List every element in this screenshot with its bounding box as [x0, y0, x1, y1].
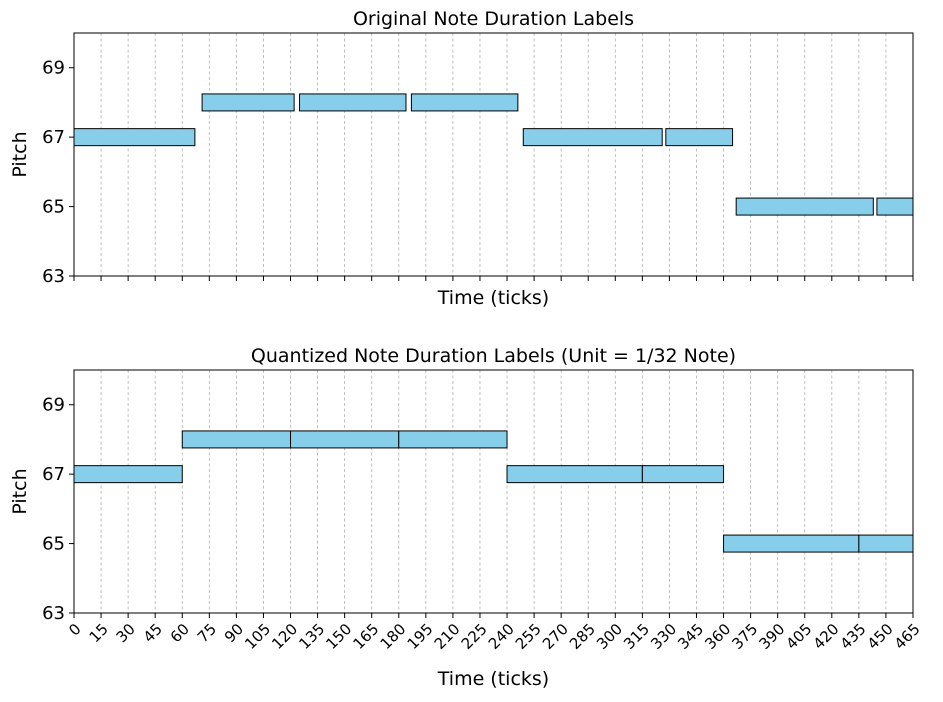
- note-bar: [398, 430, 508, 449]
- x-tick-label: 75: [194, 620, 220, 646]
- x-tick-label: 210: [431, 620, 464, 653]
- y-tick-label: 69: [42, 395, 65, 416]
- note-bar: [290, 430, 400, 449]
- note-bar: [876, 197, 914, 216]
- note-bar: [73, 128, 196, 147]
- note-bar: [201, 93, 295, 112]
- y-tick-label: 65: [42, 197, 65, 218]
- x-tick-label: 465: [891, 620, 924, 653]
- chart-title: Quantized Note Duration Labels (Unit = 1…: [251, 345, 736, 367]
- note-bar: [181, 430, 292, 449]
- x-tick-label: 315: [620, 620, 653, 653]
- x-tick-label: 15: [86, 620, 112, 646]
- y-tick-label: 63: [42, 603, 65, 624]
- note-bar: [735, 197, 874, 216]
- x-tick-label: 405: [783, 620, 816, 653]
- x-axis-label: Time (ticks): [437, 287, 549, 309]
- x-tick-label: 105: [241, 620, 274, 653]
- x-tick-label: 225: [458, 620, 491, 653]
- note-bar: [522, 128, 663, 147]
- note-bar: [506, 465, 643, 484]
- y-tick-label: 69: [42, 58, 65, 79]
- y-tick-label: 67: [42, 127, 65, 148]
- x-tick-label: 150: [322, 620, 355, 653]
- x-tick-label: 135: [295, 620, 328, 653]
- x-tick-label: 435: [837, 620, 870, 653]
- x-tick-label: 240: [485, 620, 518, 653]
- note-bar: [299, 93, 407, 112]
- y-tick-label: 65: [42, 534, 65, 555]
- x-tick-label: 375: [728, 620, 761, 653]
- x-tick-label: 300: [593, 620, 626, 653]
- note-bar: [858, 534, 914, 553]
- note-bar: [410, 93, 519, 112]
- x-tick-label: 165: [349, 620, 382, 653]
- x-tick-label: 360: [701, 620, 734, 653]
- x-tick-label: 45: [140, 620, 166, 646]
- x-tick-label: 60: [167, 620, 193, 646]
- x-tick-label: 0: [65, 620, 84, 639]
- note-bar: [641, 465, 725, 484]
- x-tick-label: 180: [377, 620, 410, 653]
- x-axis-label: Time (ticks): [437, 668, 549, 690]
- axes-frame: [73, 369, 914, 614]
- note-bar: [665, 128, 734, 147]
- note-bar: [723, 534, 860, 553]
- x-tick-label: 420: [810, 620, 843, 653]
- chart-title: Original Note Duration Labels: [353, 8, 634, 30]
- x-tick-label: 285: [566, 620, 599, 653]
- x-tick-label: 270: [539, 620, 572, 653]
- x-tick-label: 255: [512, 620, 545, 653]
- y-axis-label: Pitch: [9, 131, 31, 177]
- subplot-1: 63 65 67 69 Original Note Duration Labels Tim…: [9, 8, 914, 309]
- x-tick-label: 330: [647, 620, 680, 653]
- x-tick-label: 195: [404, 620, 437, 653]
- x-tick-label: 30: [113, 620, 139, 646]
- x-tick-label: 120: [268, 620, 301, 653]
- y-tick-label: 67: [42, 464, 65, 485]
- x-tick-label: 345: [674, 620, 707, 653]
- axes-frame: [73, 32, 914, 277]
- note-bar: [73, 465, 183, 484]
- y-tick-label: 63: [42, 266, 65, 287]
- x-tick-label: 390: [755, 620, 788, 653]
- x-tick-label: 450: [864, 620, 897, 653]
- y-axis-label: Pitch: [9, 468, 31, 514]
